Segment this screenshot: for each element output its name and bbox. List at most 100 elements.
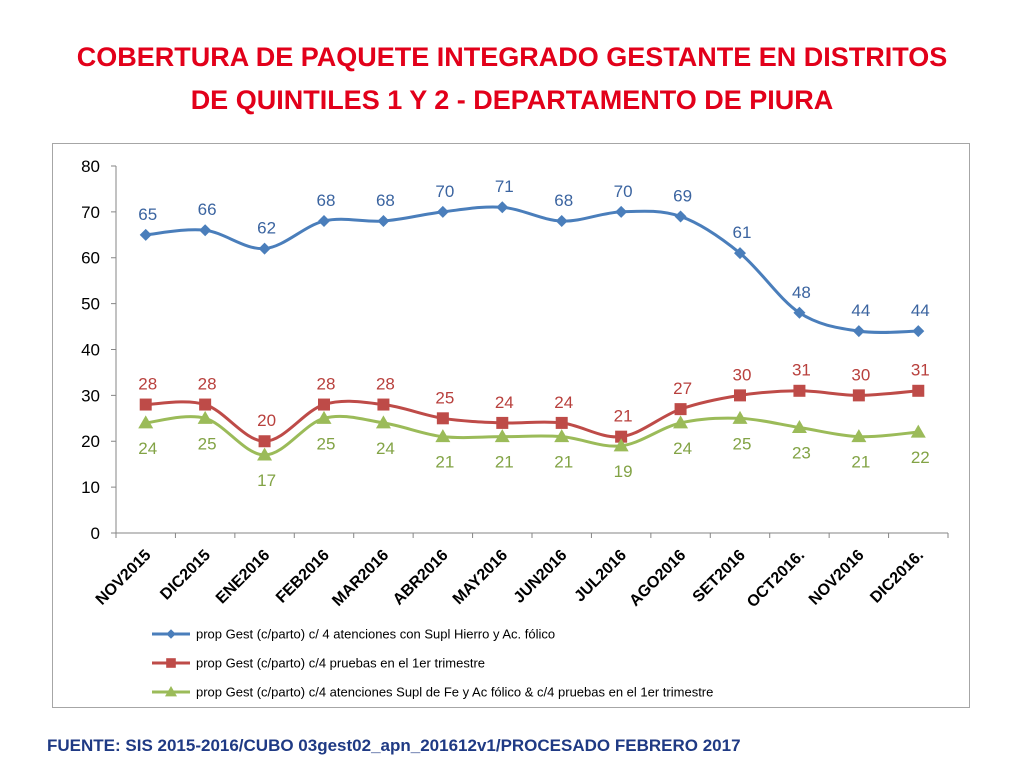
- x-tick-label: OCT2016.: [744, 547, 808, 611]
- x-tick-label: MAY2016: [450, 547, 511, 608]
- data-point-marker: [674, 403, 687, 416]
- data-point-marker: [436, 412, 449, 425]
- data-label: 31: [792, 361, 811, 380]
- data-label: 70: [614, 182, 633, 201]
- data-label: 31: [911, 361, 930, 380]
- data-point-marker: [257, 447, 273, 461]
- legend-label: prop Gest (c/parto) c/4 atenciones Supl …: [196, 685, 713, 700]
- data-point-marker: [734, 389, 746, 402]
- series-group: 24 25 17 25 24 21 21 21 19 24 25 23 21 22: [138, 410, 930, 490]
- series-group: 65 66 62 68 68 70 71 68 70 69 61 48 44 44: [138, 177, 930, 338]
- y-tick-label: 50: [81, 295, 100, 314]
- legend-label: prop Gest (c/parto) c/4 pruebas en el 1e…: [196, 656, 485, 671]
- data-label: 23: [792, 443, 811, 462]
- data-label: 22: [911, 448, 930, 467]
- x-tick-label: NOV2015: [93, 547, 155, 609]
- data-point-marker: [910, 424, 926, 438]
- data-label: 30: [851, 365, 870, 384]
- data-label: 25: [435, 388, 454, 407]
- data-point-marker: [258, 242, 271, 255]
- data-label: 25: [317, 434, 336, 453]
- data-label: 24: [138, 439, 157, 458]
- data-point-marker: [496, 201, 509, 214]
- data-label: 70: [435, 182, 454, 201]
- y-tick-label: 20: [81, 432, 100, 451]
- data-point-marker: [615, 205, 628, 218]
- data-point-marker: [732, 410, 748, 424]
- data-label: 24: [495, 393, 514, 412]
- legend-label: prop Gest (c/parto) c/ 4 atenciones con …: [196, 627, 555, 642]
- data-label: 25: [198, 434, 217, 453]
- y-tick-label: 70: [81, 203, 100, 222]
- data-label: 65: [138, 205, 157, 224]
- data-label: 28: [138, 375, 157, 394]
- data-label: 19: [614, 462, 633, 481]
- legend-item: prop Gest (c/parto) c/4 atenciones Supl …: [152, 685, 713, 700]
- data-point-marker: [258, 435, 271, 448]
- x-tick-label: JUN2016: [511, 547, 571, 607]
- data-label: 28: [376, 375, 395, 394]
- data-label: 62: [257, 219, 276, 238]
- data-label: 66: [198, 200, 217, 219]
- data-label: 28: [198, 375, 217, 394]
- data-point-marker: [912, 384, 925, 397]
- x-tick-label: JUL2016: [571, 547, 630, 606]
- data-label: 44: [851, 301, 870, 320]
- slide-title-line-2: DE QUINTILES 1 Y 2 - DEPARTAMENTO DE PIU…: [190, 85, 834, 115]
- data-point-marker: [852, 325, 865, 338]
- data-label: 25: [733, 434, 752, 453]
- x-tick-label: DIC2015: [157, 547, 214, 604]
- y-tick-label: 0: [91, 524, 100, 543]
- data-label: 21: [554, 453, 573, 472]
- data-label: 27: [673, 379, 692, 398]
- data-label: 21: [614, 407, 633, 426]
- data-point-marker: [199, 398, 212, 411]
- y-tick-label: 80: [81, 157, 100, 176]
- data-point-marker: [318, 398, 330, 411]
- x-tick-label: MAR2016: [329, 547, 392, 610]
- legend-item: prop Gest (c/parto) c/4 pruebas en el 1e…: [152, 656, 485, 671]
- data-point-marker: [139, 228, 152, 241]
- data-point-marker: [852, 389, 865, 402]
- data-label: 17: [257, 471, 276, 490]
- data-point-marker: [615, 430, 628, 443]
- data-point-marker: [436, 205, 449, 218]
- source-footnote: FUENTE: SIS 2015-2016/CUBO 03gest02_apn_…: [47, 736, 741, 755]
- x-tick-label: SET2016: [690, 547, 749, 606]
- legend-marker-swatch: [165, 686, 177, 697]
- data-label: 68: [554, 191, 573, 210]
- data-label: 21: [435, 453, 454, 472]
- data-label: 20: [257, 411, 276, 430]
- data-label: 69: [673, 186, 692, 205]
- y-tick-label: 40: [81, 340, 100, 359]
- data-point-marker: [375, 415, 391, 429]
- data-label: 24: [673, 439, 692, 458]
- data-label: 61: [733, 223, 752, 242]
- data-point-marker: [555, 215, 568, 228]
- data-point-marker: [674, 210, 687, 223]
- data-point-marker: [554, 429, 570, 443]
- data-point-marker: [316, 410, 332, 424]
- series-group: 28 28 20 28 28 25 24 24 21 27 30 31 30 31: [138, 361, 930, 448]
- data-label: 21: [495, 453, 514, 472]
- data-point-marker: [851, 429, 867, 443]
- data-point-marker: [377, 398, 390, 411]
- data-point-marker: [138, 415, 154, 429]
- data-point-marker: [555, 416, 568, 429]
- data-point-marker: [435, 429, 451, 443]
- x-tick-label: ABR2016: [390, 547, 452, 609]
- data-point-marker: [199, 224, 212, 237]
- data-point-marker: [791, 419, 807, 433]
- x-tick-label: AGO2016: [626, 547, 689, 610]
- y-tick-label: 10: [81, 478, 100, 497]
- legend-marker-swatch: [166, 658, 176, 668]
- line-chart: 0 10 20 30 40 50 60 70 80 NOV2015 DIC2015 ENE2016 FE…: [52, 143, 970, 708]
- x-tick-label: NOV2016: [806, 547, 868, 609]
- data-point-marker: [673, 415, 689, 429]
- data-label: 68: [376, 191, 395, 210]
- data-label: 24: [376, 439, 395, 458]
- legend-item: prop Gest (c/parto) c/ 4 atenciones con …: [152, 627, 555, 642]
- data-label: 24: [554, 393, 573, 412]
- y-tick-label: 60: [81, 249, 100, 268]
